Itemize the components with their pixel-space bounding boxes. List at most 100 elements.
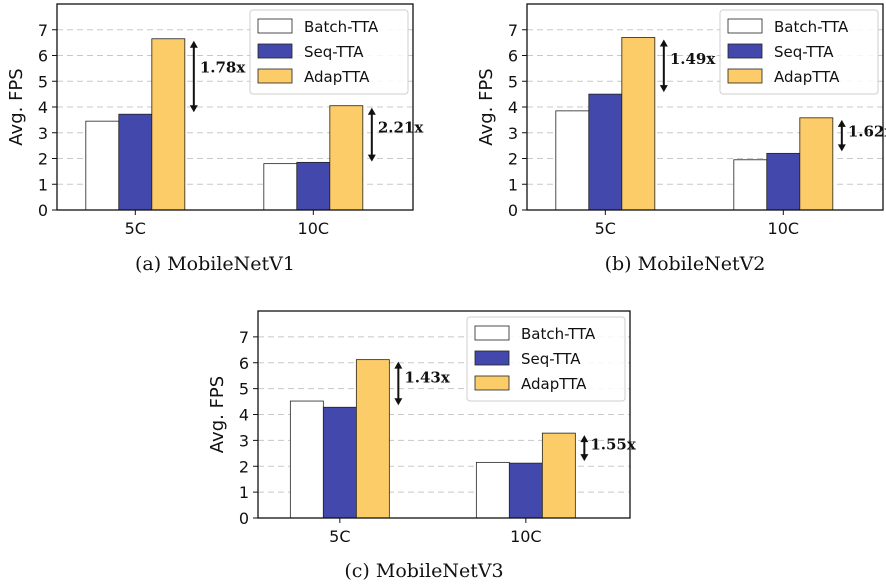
bar-adaptta	[799, 117, 834, 211]
bar-batch-tta	[263, 163, 298, 211]
arrow-head	[580, 454, 589, 462]
y-tick-label: 3	[508, 124, 518, 143]
arrow-head	[394, 398, 403, 406]
x-tick-label: 5C	[595, 219, 616, 238]
x-tick-label: 10C	[298, 219, 330, 238]
y-axis-label: Avg. FPS	[476, 68, 497, 145]
y-tick-label: 7	[239, 328, 249, 347]
y-axis-label: Avg. FPS	[6, 68, 27, 145]
bar-seq-tta	[766, 152, 801, 211]
y-tick-label: 3	[38, 124, 48, 143]
legend-label: AdapTTA	[521, 375, 587, 393]
bar-seq-tta	[588, 93, 623, 211]
bar-adaptta	[621, 37, 656, 211]
arrow-head	[580, 435, 589, 443]
y-tick-label: 4	[239, 406, 249, 425]
speedup-label: 1.49x	[670, 50, 717, 68]
bar-adaptta	[151, 38, 186, 211]
arrow-head	[367, 154, 376, 162]
legend-swatch	[727, 68, 763, 84]
arrow-head	[837, 144, 846, 152]
speedup-annotation: 1.55x	[580, 435, 637, 462]
y-tick-label: 6	[38, 47, 48, 66]
x-tick-label: 10C	[768, 219, 800, 238]
y-tick-label: 6	[508, 47, 518, 66]
speedup-annotation: 1.62x	[837, 119, 886, 152]
legend-label: Seq-TTA	[521, 350, 581, 368]
arrow-head	[367, 107, 376, 115]
y-tick-label: 1	[239, 483, 249, 502]
speedup-label: 1.78x	[200, 58, 247, 76]
x-tick-label: 5C	[125, 219, 146, 238]
x-tick-label: 5C	[329, 527, 350, 546]
legend-label: AdapTTA	[304, 68, 370, 86]
arrow-head	[659, 39, 668, 47]
speedup-annotation: 1.78x	[189, 40, 247, 113]
y-tick-label: 5	[239, 380, 249, 399]
legend: Batch-TTA Seq-TTA AdapTTA	[249, 9, 409, 95]
legend-swatch	[474, 325, 510, 341]
y-tick-label: 0	[508, 201, 518, 220]
arrow-head	[394, 361, 403, 369]
plot-frame	[526, 3, 884, 211]
subplot-caption: (c) MobileNetV3	[344, 560, 503, 582]
legend: Batch-TTA Seq-TTA AdapTTA	[719, 9, 879, 95]
bar-seq-tta	[296, 161, 331, 211]
y-tick-label: 0	[38, 201, 48, 220]
y-tick-label: 5	[38, 72, 48, 91]
legend-label: Seq-TTA	[304, 43, 364, 61]
bar-seq-tta	[508, 462, 543, 519]
bar-adaptta	[541, 432, 576, 519]
y-tick-label: 2	[239, 457, 249, 476]
y-tick-label: 2	[38, 150, 48, 169]
legend-swatch	[474, 350, 510, 366]
bar-adaptta	[355, 359, 390, 519]
arrow-head	[189, 105, 198, 113]
bar-batch-tta	[733, 159, 768, 211]
bar-batch-tta	[85, 120, 120, 211]
y-tick-label: 2	[508, 150, 518, 169]
bar-adaptta	[329, 105, 364, 211]
plot-frame	[56, 3, 414, 211]
speedup-label: 1.62x	[848, 122, 886, 140]
legend-label: Batch-TTA	[521, 325, 596, 343]
y-tick-label: 5	[508, 72, 518, 91]
x-tick-label: 10C	[510, 527, 542, 546]
y-tick-label: 7	[38, 21, 48, 40]
y-tick-label: 4	[508, 98, 518, 117]
speedup-label: 1.43x	[404, 369, 451, 387]
speedup-annotation: 2.21x	[367, 107, 425, 162]
bar-seq-tta	[118, 113, 153, 211]
y-tick-label: 1	[508, 175, 518, 194]
legend: Batch-TTA Seq-TTA AdapTTA	[466, 316, 626, 402]
bar-seq-tta	[322, 406, 357, 519]
y-tick-label: 6	[239, 354, 249, 373]
speedup-label: 1.55x	[590, 436, 637, 454]
bar-batch-tta	[289, 400, 324, 519]
bar-batch-tta	[475, 461, 510, 519]
plot-frame	[257, 310, 631, 519]
legend-label: Seq-TTA	[774, 43, 834, 61]
y-tick-label: 7	[508, 21, 518, 40]
legend-swatch	[257, 18, 293, 34]
legend-swatch	[474, 375, 510, 391]
y-tick-label: 4	[38, 98, 48, 117]
y-tick-label: 1	[38, 175, 48, 194]
speedup-label: 2.21x	[378, 119, 425, 137]
y-tick-label: 3	[239, 431, 249, 450]
speedup-annotation: 1.49x	[659, 39, 717, 93]
subplot-a: 0 1 2 3 4 5 6 7 5C 10C 1.78x 2.21x Avg. FPS Batch-TTA…	[6, 3, 425, 275]
legend-label: Batch-TTA	[774, 18, 849, 36]
legend-swatch	[257, 43, 293, 59]
legend-swatch	[257, 68, 293, 84]
subplot-caption: (b) MobileNetV2	[605, 253, 766, 275]
bar-batch-tta	[555, 110, 590, 211]
arrow-head	[189, 40, 198, 48]
speedup-annotation: 1.43x	[394, 361, 451, 406]
y-axis-label: Avg. FPS	[207, 376, 228, 453]
legend-swatch	[727, 18, 763, 34]
y-tick-label: 0	[239, 509, 249, 528]
subplot-c: 0 1 2 3 4 5 6 7 5C 10C 1.43x 1.55x Avg. FPS Batch-TTA…	[207, 310, 637, 582]
subplot-b: 0 1 2 3 4 5 6 7 5C 10C 1.49x 1.62x Avg. FPS Batch-TTA…	[476, 3, 886, 275]
